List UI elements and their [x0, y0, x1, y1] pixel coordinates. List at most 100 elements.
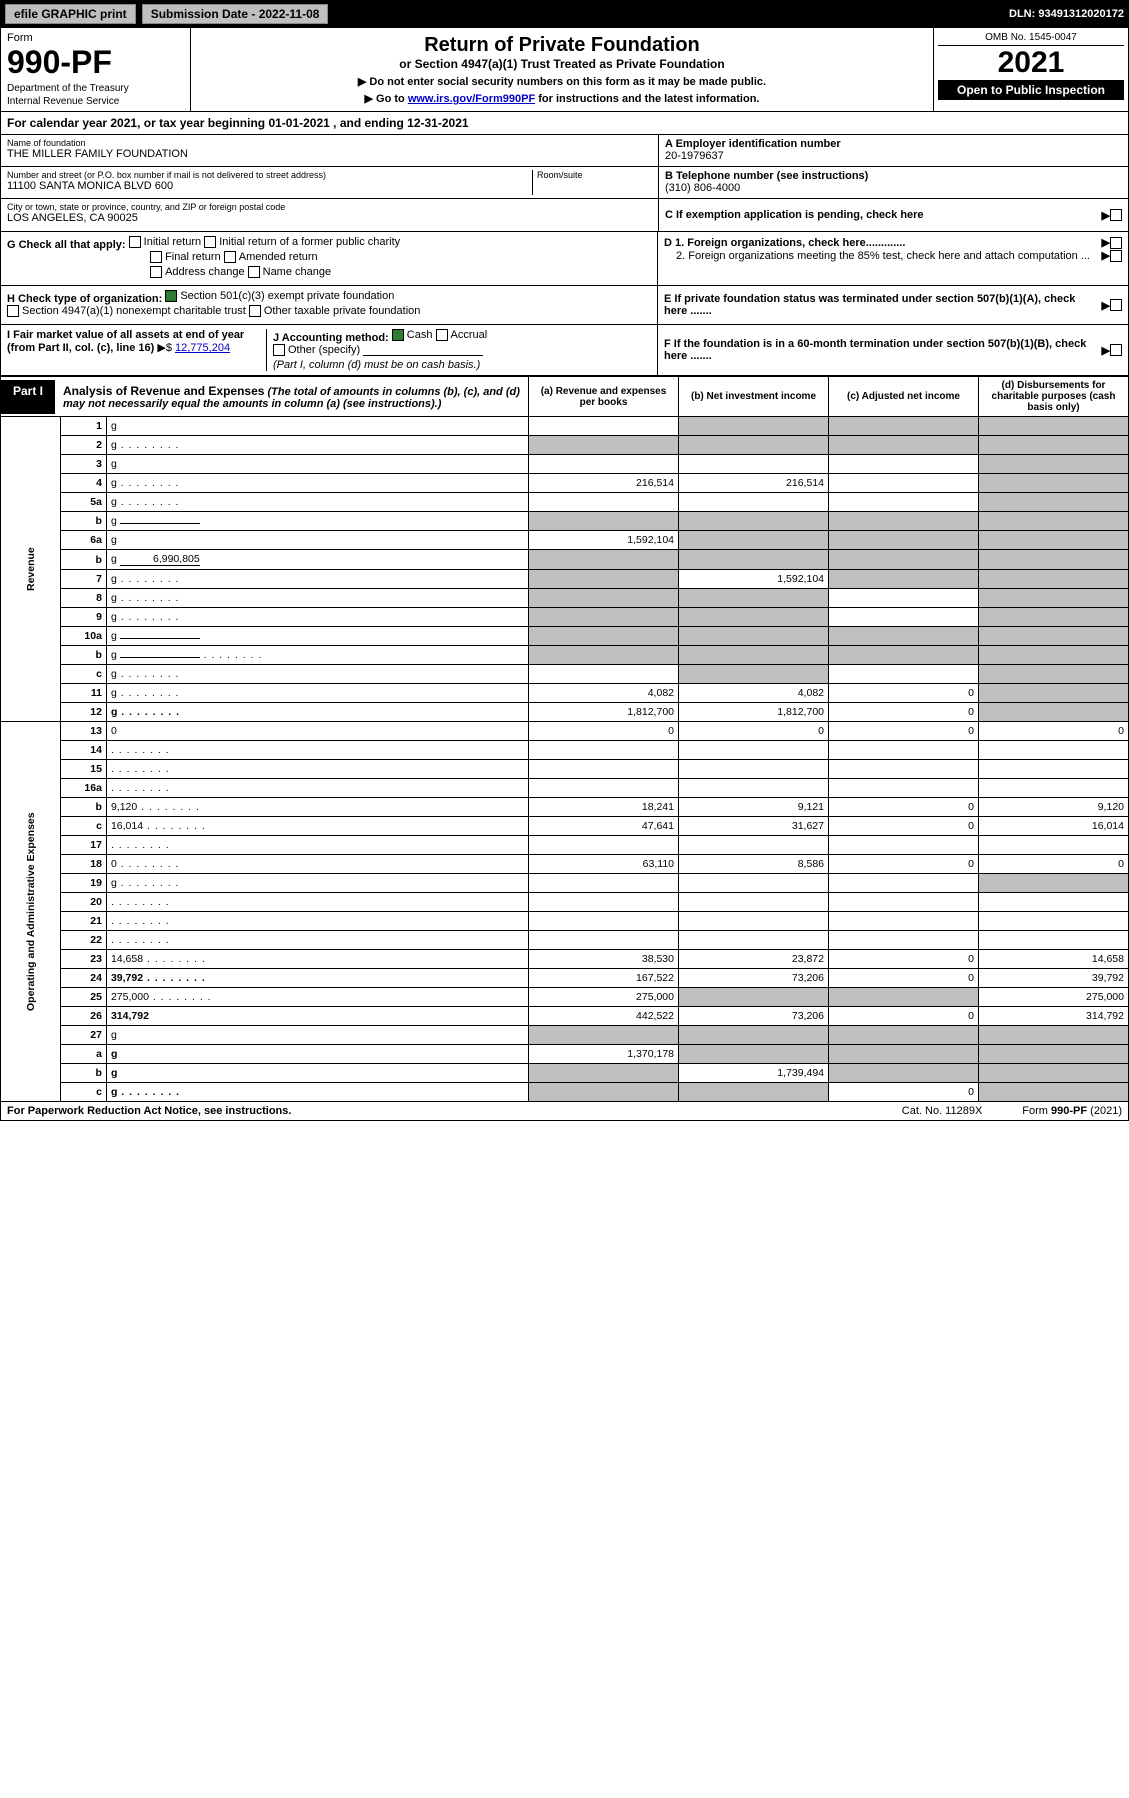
line-description: 16,014 [106, 817, 528, 836]
city-state-zip: LOS ANGELES, CA 90025 [7, 212, 652, 224]
initial-former-label: Initial return of a former public charit… [219, 236, 400, 248]
other-taxable-checkbox[interactable] [249, 305, 261, 317]
d1-checkbox[interactable] [1110, 237, 1122, 249]
line-description: 0 [106, 722, 528, 741]
address-change-label: Address change [165, 266, 245, 278]
exemption-pending-cell: C If exemption application is pending, c… [659, 199, 1128, 231]
city-label: City or town, state or province, country… [7, 202, 652, 212]
amount-cell [829, 988, 979, 1007]
cash-checkbox[interactable] [392, 329, 404, 341]
amount-cell [529, 627, 679, 646]
line-number: b [60, 512, 106, 531]
table-row: 11g4,0824,0820 [1, 684, 1129, 703]
efile-button[interactable]: efile GRAPHIC print [5, 4, 136, 24]
amount-cell: 0 [979, 722, 1129, 741]
amount-cell: 0 [829, 1007, 979, 1026]
address-change-checkbox[interactable] [150, 266, 162, 278]
amended-return-label: Amended return [239, 251, 318, 263]
line-description: g [106, 1026, 528, 1045]
amount-cell [829, 455, 979, 474]
i-arrow: ▶$ [157, 342, 172, 354]
ein-label: A Employer identification number [665, 138, 1122, 150]
addr-label: Number and street (or P.O. box number if… [7, 170, 532, 180]
accrual-checkbox[interactable] [436, 329, 448, 341]
amount-cell: 63,110 [529, 855, 679, 874]
other-method-checkbox[interactable] [273, 344, 285, 356]
cat-number: Cat. No. 11289X [902, 1105, 983, 1117]
amount-cell [529, 589, 679, 608]
address-cell: Number and street (or P.O. box number if… [1, 167, 658, 199]
amount-cell: 1,812,700 [679, 703, 829, 722]
arrow-icon: ▶ [1102, 236, 1110, 249]
g-d-row: G Check all that apply: Initial return I… [0, 232, 1129, 286]
accrual-label: Accrual [451, 329, 488, 341]
amount-cell: 1,739,494 [679, 1064, 829, 1083]
amount-cell [679, 836, 829, 855]
amount-cell [529, 570, 679, 589]
street-address: 11100 SANTA MONICA BLVD 600 [7, 180, 532, 192]
line-number: 16a [60, 779, 106, 798]
amount-cell: 275,000 [979, 988, 1129, 1007]
table-row: 15 [1, 760, 1129, 779]
d1-label: D 1. Foreign organizations, check here..… [664, 237, 1102, 249]
table-row: 25275,000275,000275,000 [1, 988, 1129, 1007]
year-block: OMB No. 1545-0047 2021 Open to Public In… [933, 28, 1128, 111]
irs-link[interactable]: www.irs.gov/Form990PF [408, 93, 535, 105]
table-row: 22 [1, 931, 1129, 950]
amount-cell [979, 474, 1129, 493]
line-description: g [106, 589, 528, 608]
line-description: g [106, 874, 528, 893]
amount-cell [979, 665, 1129, 684]
amount-cell [829, 874, 979, 893]
line-number: b [60, 646, 106, 665]
amount-cell: 1,812,700 [529, 703, 679, 722]
submission-date-button[interactable]: Submission Date - 2022-11-08 [142, 4, 329, 24]
h-label: H Check type of organization: [7, 293, 162, 305]
top-bar: efile GRAPHIC print Submission Date - 20… [0, 0, 1129, 28]
e-block: E If private foundation status was termi… [658, 286, 1128, 324]
final-return-checkbox[interactable] [150, 251, 162, 263]
line-number: 1 [60, 417, 106, 436]
name-label: Name of foundation [7, 138, 652, 148]
amount-cell [679, 417, 829, 436]
e-checkbox[interactable] [1110, 299, 1122, 311]
final-return-label: Final return [165, 251, 221, 263]
amended-return-checkbox[interactable] [224, 251, 236, 263]
amount-cell [829, 493, 979, 512]
line-description [106, 836, 528, 855]
line-description: g [106, 1064, 528, 1083]
line-number: 7 [60, 570, 106, 589]
j-label: J Accounting method: [273, 332, 389, 344]
amount-cell [679, 893, 829, 912]
table-row: Revenue1g [1, 417, 1129, 436]
amount-cell [829, 608, 979, 627]
g-label: G Check all that apply: [7, 239, 126, 251]
501c3-checkbox[interactable] [165, 290, 177, 302]
inline-amount [120, 523, 200, 524]
amount-cell [829, 893, 979, 912]
line-description: g 6,990,805 [106, 550, 528, 570]
f-checkbox[interactable] [1110, 344, 1122, 356]
part1-title: Analysis of Revenue and Expenses [63, 384, 264, 398]
line-description: g [106, 1083, 528, 1102]
amount-cell: 14,658 [979, 950, 1129, 969]
initial-return-checkbox[interactable] [129, 236, 141, 248]
line-number: 12 [60, 703, 106, 722]
name-change-checkbox[interactable] [248, 266, 260, 278]
4947-checkbox[interactable] [7, 305, 19, 317]
phone-cell: B Telephone number (see instructions) (3… [659, 167, 1128, 199]
line-number: 8 [60, 589, 106, 608]
entity-info-grid: Name of foundation THE MILLER FAMILY FOU… [0, 135, 1129, 232]
amount-cell [979, 531, 1129, 550]
table-row: cg [1, 665, 1129, 684]
amount-cell [979, 684, 1129, 703]
amount-cell: 23,872 [679, 950, 829, 969]
amount-cell: 16,014 [979, 817, 1129, 836]
other-specify-field[interactable] [363, 355, 483, 356]
d2-checkbox[interactable] [1110, 250, 1122, 262]
amount-cell: 4,082 [529, 684, 679, 703]
amount-cell [829, 531, 979, 550]
initial-former-checkbox[interactable] [204, 236, 216, 248]
c-checkbox[interactable] [1110, 209, 1122, 221]
fmv-value[interactable]: 12,775,204 [175, 342, 230, 354]
